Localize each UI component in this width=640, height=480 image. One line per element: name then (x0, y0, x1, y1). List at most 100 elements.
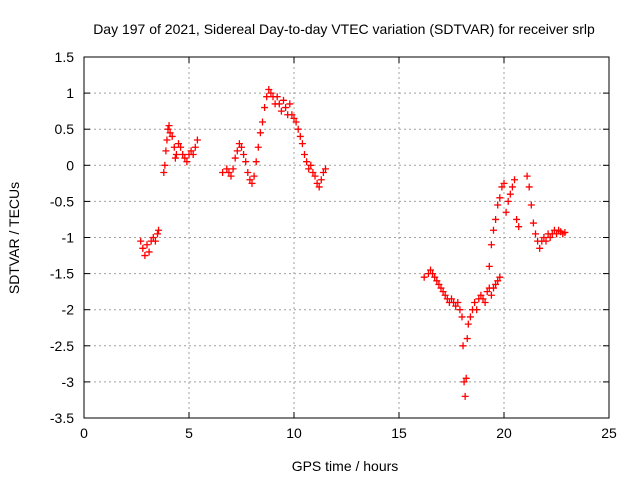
data-point (494, 201, 502, 209)
data-point (546, 234, 554, 241)
data-point (508, 183, 516, 191)
data-point (303, 158, 311, 166)
data-point (485, 262, 493, 270)
data-point (463, 335, 471, 343)
data-point (145, 248, 153, 256)
data-point (273, 93, 281, 101)
data-point (500, 179, 508, 187)
data-point (265, 85, 273, 93)
data-point (246, 176, 254, 184)
data-point (319, 169, 327, 177)
data-point (240, 150, 248, 158)
data-point (317, 176, 325, 184)
data-point (170, 143, 178, 151)
data-point (181, 154, 189, 162)
x-axis-label: GPS time / hours (292, 458, 399, 474)
data-point (248, 179, 256, 187)
data-point (494, 277, 502, 285)
data-point (322, 165, 329, 173)
data-point (187, 147, 195, 155)
data-point (307, 161, 315, 169)
y-tick-label: -3.5 (50, 410, 74, 426)
data-point (244, 169, 252, 177)
data-point (286, 100, 294, 108)
data-point (294, 125, 302, 133)
data-point (165, 122, 173, 130)
data-point (292, 118, 300, 126)
data-points (137, 85, 569, 400)
data-point (452, 302, 460, 310)
data-point (282, 104, 290, 112)
data-point (527, 201, 535, 209)
data-point (280, 96, 287, 104)
data-point (254, 143, 262, 151)
y-tick-label: 1.5 (55, 49, 75, 65)
data-point (502, 208, 510, 216)
data-point (301, 150, 308, 158)
x-tick-label: 10 (286, 425, 302, 441)
data-point (231, 154, 239, 162)
data-point (313, 179, 321, 187)
x-tick-label: 0 (80, 425, 88, 441)
data-point (141, 252, 149, 260)
data-point (435, 280, 443, 288)
data-point (511, 176, 518, 184)
data-point (290, 114, 298, 122)
data-point (427, 266, 434, 274)
data-point (168, 132, 176, 140)
y-tick-label: -1.5 (50, 266, 74, 282)
data-point (154, 230, 161, 238)
y-tick-label: 0.5 (55, 121, 75, 137)
data-point (561, 228, 569, 236)
data-point (454, 298, 462, 306)
data-point (492, 280, 500, 288)
data-point (471, 298, 479, 306)
data-point (252, 158, 260, 166)
data-point (227, 172, 235, 180)
data-point (172, 150, 180, 158)
data-point (532, 230, 539, 238)
data-point (441, 291, 449, 299)
data-point (309, 169, 317, 177)
data-point (462, 374, 470, 382)
data-point (487, 241, 495, 249)
data-point (179, 150, 187, 158)
data-point (223, 165, 231, 173)
data-point (490, 284, 497, 292)
data-point (229, 165, 237, 173)
data-point (171, 154, 179, 162)
y-tick-label: -0.5 (50, 193, 74, 209)
data-point (183, 158, 191, 166)
chart-title: Day 197 of 2021, Sidereal Day-to-day VTE… (93, 21, 595, 37)
data-point (219, 169, 227, 177)
data-point (429, 270, 437, 278)
data-point (163, 136, 171, 144)
data-point (315, 183, 323, 191)
data-point (448, 295, 455, 303)
data-point (235, 140, 243, 148)
data-point (164, 125, 172, 133)
data-point (238, 143, 245, 151)
data-point (460, 378, 468, 386)
y-tick-label: 0 (66, 157, 74, 173)
data-point (420, 273, 428, 281)
data-point (466, 313, 474, 321)
gridlines (84, 57, 609, 418)
data-point (233, 147, 241, 155)
data-point (143, 241, 151, 249)
data-point (459, 342, 467, 350)
data-point (177, 143, 185, 151)
data-point (477, 291, 485, 299)
data-point (492, 215, 500, 223)
y-tick-label: -3 (62, 374, 75, 390)
data-point (506, 190, 514, 198)
data-point (515, 223, 523, 231)
data-point (261, 104, 269, 112)
data-point (433, 277, 441, 285)
data-point (259, 118, 266, 126)
data-point (305, 165, 313, 173)
data-point (456, 306, 464, 314)
data-point (151, 237, 159, 245)
data-point (162, 147, 170, 155)
